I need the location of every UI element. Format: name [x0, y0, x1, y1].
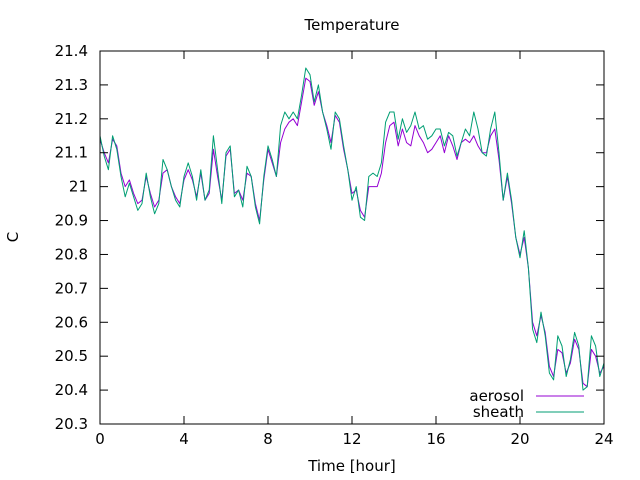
y-tick-label: 20.3	[55, 415, 88, 433]
y-axis-label: C	[4, 232, 22, 242]
y-tick-label: 20.8	[55, 245, 88, 263]
y-tick-label: 20.4	[55, 381, 88, 399]
y-tick-label: 21	[69, 178, 88, 196]
x-tick-label: 12	[342, 430, 361, 448]
y-tick-label: 21.2	[55, 110, 88, 128]
y-tick-label: 20.9	[55, 212, 88, 230]
y-tick-label: 20.5	[55, 347, 88, 365]
axes-layer: 0 4 8 12 16 20 24 20.3 20.4 20.5 20.6 20.7 20.8 20.9 2…	[55, 42, 614, 448]
legend-label-sheath: sheath	[473, 403, 524, 421]
y-tick-label: 21.1	[55, 144, 88, 162]
y-tick-label: 20.6	[55, 313, 88, 331]
x-axis-label: Time [hour]	[307, 457, 396, 475]
x-tick-label: 8	[263, 430, 273, 448]
x-tick-label: 0	[95, 430, 105, 448]
series-layer	[99, 67, 605, 391]
x-tick-label: 20	[510, 430, 529, 448]
series-line-aerosol	[99, 77, 605, 388]
plot-frame	[99, 50, 605, 425]
series-line-sheath	[99, 67, 605, 391]
chart-title: Temperature	[303, 16, 399, 34]
legend-label-aerosol: aerosol	[469, 387, 524, 405]
y-tick-label: 20.7	[55, 279, 88, 297]
y-tick-label: 21.3	[55, 76, 88, 94]
x-tick-label: 4	[179, 430, 189, 448]
x-tick-label: 16	[426, 430, 445, 448]
x-tick-label: 24	[594, 430, 613, 448]
y-tick-label: 21.4	[55, 42, 88, 60]
